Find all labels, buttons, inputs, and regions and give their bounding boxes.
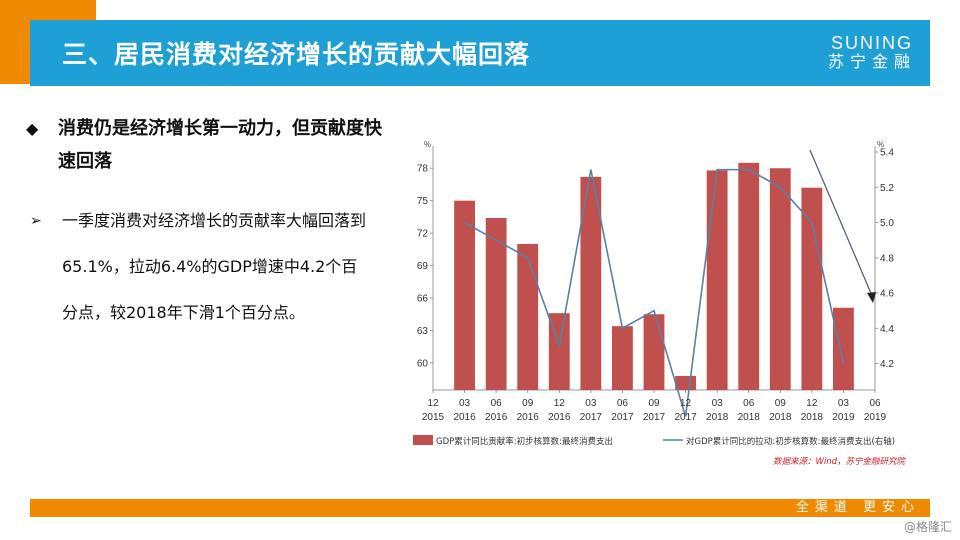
x-tick-month: 12: [554, 398, 566, 409]
right-tick-label: 5.4: [880, 148, 894, 159]
x-tick-year: 2018: [769, 412, 792, 423]
sub-bullet: ➢ 一季度消费对经济增长的贡献率大幅回落到65.1%，拉动6.4%的GDP增速中…: [30, 198, 370, 336]
left-tick-label: 75: [417, 196, 429, 207]
x-tick-year: 2016: [485, 412, 508, 423]
x-tick-year: 2018: [738, 412, 761, 423]
x-tick-month: 06: [491, 398, 503, 409]
x-tick-month: 06: [743, 398, 755, 409]
bar: [738, 162, 760, 390]
x-tick-month: 03: [585, 398, 597, 409]
suning-logo: SUNING 苏宁金融: [828, 34, 916, 72]
legend-bar-swatch: [413, 435, 433, 445]
left-axis-unit: %: [424, 140, 431, 149]
bar: [643, 314, 665, 390]
right-tick-label: 5.0: [880, 218, 894, 229]
left-tick-label: 78: [417, 164, 429, 175]
right-tick-label: 4.2: [880, 359, 894, 370]
consumption-contribution-chart: % % 60 63 66 69 72 75 78 4.2 4.4 4.6 4.8 5.0 5.2 5.4 12 2…: [413, 140, 907, 467]
main-bullet-text: 消费仍是经济增长第一动力，但贡献度快速回落: [58, 118, 382, 172]
slogan-text: 全渠道 更安心: [795, 500, 920, 515]
watermark: @格隆汇: [903, 520, 952, 534]
annotation-arrow-head: [867, 292, 876, 303]
x-tick-year: 2017: [580, 412, 603, 423]
bar: [454, 200, 475, 390]
x-tick-month: 12: [427, 398, 439, 409]
x-tick-month: 09: [648, 398, 660, 409]
right-tick-label: 4.8: [880, 253, 894, 264]
x-tick-year: 2015: [422, 412, 445, 423]
right-tick-label: 4.4: [880, 324, 894, 335]
bar: [801, 187, 823, 390]
right-axis-unit: %: [877, 140, 884, 149]
x-tick-year: 2019: [864, 412, 887, 423]
arrow-bullet-icon: ➢: [30, 213, 42, 229]
diamond-bullet-icon: ◆: [26, 119, 39, 138]
contribution-line: [464, 168, 845, 417]
x-tick-month: 06: [617, 398, 629, 409]
x-tick-month: 09: [522, 398, 534, 409]
sub-bullet-text: 一季度消费对经济增长的贡献率大幅回落到65.1%，拉动6.4%的GDP增速中4.…: [62, 211, 367, 322]
x-tick-year: 2016: [548, 412, 571, 423]
x-tick-month: 12: [806, 398, 818, 409]
left-tick-label: 72: [417, 229, 429, 240]
legend-bar-label: GDP累计同比贡献率:初步核算数:最终消费支出: [436, 436, 613, 447]
x-tick-year: 2018: [706, 412, 729, 423]
x-tick-year: 2017: [674, 412, 697, 423]
left-tick-label: 63: [417, 326, 429, 337]
chart-source: 数据来源：Wind，苏宁金融研究院: [773, 456, 907, 467]
bar: [833, 307, 854, 390]
x-tick-year: 2016: [453, 412, 476, 423]
x-tick-month: 12: [680, 398, 692, 409]
bar: [485, 217, 507, 390]
left-tick-label: 69: [417, 261, 429, 272]
x-tick-month: 06: [869, 398, 881, 409]
logo-chinese-text: 苏宁金融: [827, 52, 916, 71]
x-tick-year: 2016: [517, 412, 540, 423]
left-tick-label: 66: [417, 294, 429, 305]
legend-line-label: 对GDP累计同比的拉动:初步核算数:最终消费支出(右轴): [686, 436, 895, 447]
main-bullet: ◆ 消费仍是经济增长第一动力，但贡献度快速回落: [26, 112, 396, 178]
x-tick-month: 03: [838, 398, 850, 409]
logo-english-text: SUNING: [830, 33, 913, 53]
bar: [580, 176, 602, 390]
bottom-bar: 全渠道 更安心: [30, 499, 930, 517]
bar: [517, 243, 539, 390]
left-tick-label: 60: [417, 358, 429, 369]
x-tick-month: 09: [775, 398, 787, 409]
bar: [706, 170, 728, 390]
x-tick-year: 2017: [611, 412, 634, 423]
right-tick-label: 5.2: [880, 183, 894, 194]
x-tick-year: 2019: [832, 412, 855, 423]
bar: [612, 326, 633, 390]
bar: [769, 168, 791, 390]
x-tick-month: 03: [459, 398, 471, 409]
title-bar: 三、居民消费对经济增长的贡献大幅回落 SUNING 苏宁金融: [30, 20, 930, 86]
annotation-arrow-line: [809, 149, 874, 299]
x-tick-year: 2018: [801, 412, 824, 423]
x-tick-year: 2017: [643, 412, 666, 423]
bar: [675, 375, 696, 390]
page-title: 三、居民消费对经济增长的贡献大幅回落: [62, 40, 531, 69]
x-tick-month: 03: [712, 398, 724, 409]
right-tick-label: 4.6: [880, 289, 894, 300]
